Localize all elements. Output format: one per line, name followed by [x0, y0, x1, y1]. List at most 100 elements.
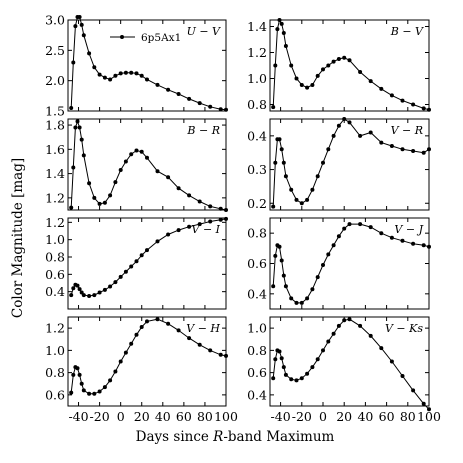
- x-tick-label: 0: [117, 409, 125, 424]
- y-tick-label: 0.6: [45, 267, 65, 282]
- data-point: [123, 350, 128, 355]
- x-tick-label: 40: [357, 409, 373, 424]
- x-tick-label: 100: [417, 409, 441, 424]
- panel-frame: [67, 217, 227, 310]
- data-point: [283, 174, 288, 179]
- y-tick-label: 1.2: [45, 321, 65, 336]
- data-point: [427, 244, 431, 249]
- data-point: [102, 385, 107, 390]
- data-point: [321, 263, 325, 267]
- data-point: [75, 283, 80, 288]
- data-point: [321, 67, 325, 72]
- data-point: [75, 366, 80, 371]
- data-point: [347, 222, 352, 227]
- data-point: [358, 133, 363, 138]
- y-tick-label: 0.8: [45, 250, 65, 265]
- data-point: [208, 348, 213, 353]
- data-point: [176, 328, 181, 333]
- data-point: [289, 63, 294, 68]
- x-tick-label: -40: [68, 409, 88, 424]
- data-point: [281, 31, 286, 35]
- y-tick-label: 1.2: [45, 190, 65, 205]
- data-point: [118, 274, 123, 279]
- data-point: [69, 106, 74, 110]
- panel-label-b-v: B − V: [390, 25, 424, 38]
- data-point: [218, 206, 223, 211]
- data-point: [389, 93, 394, 98]
- data-point: [79, 137, 84, 142]
- y-tick-label: 0.2: [247, 196, 267, 211]
- data-point: [166, 175, 171, 180]
- legend: 6p5Ax1: [110, 32, 181, 44]
- data-point: [92, 293, 97, 298]
- data-point: [283, 284, 288, 289]
- y-tick-label: 1.4: [45, 166, 65, 181]
- panel-v-j: 0.4 0.6 0.8 V − J: [247, 217, 431, 310]
- x-tick-label: 40: [155, 409, 171, 424]
- panel-v-h: 0.6 0.8 1.0 1.2 V − H: [45, 316, 228, 407]
- data-point: [279, 258, 284, 263]
- data-point: [315, 174, 320, 179]
- data-point: [155, 82, 160, 87]
- data-point: [421, 243, 426, 248]
- data-point: [113, 369, 118, 374]
- data-point: [305, 371, 310, 376]
- data-point: [145, 248, 149, 253]
- data-point: [102, 75, 107, 80]
- data-point: [331, 59, 336, 64]
- data-point: [129, 152, 134, 157]
- data-point: [315, 275, 320, 280]
- y-tick-label: 2.5: [45, 43, 65, 58]
- data-point: [299, 201, 304, 206]
- data-point: [69, 390, 74, 395]
- data-point: [427, 107, 431, 112]
- data-point: [294, 378, 299, 383]
- data-point: [421, 150, 426, 155]
- data-point: [289, 377, 294, 382]
- data-point: [113, 280, 118, 285]
- data-point: [326, 63, 331, 68]
- y-tick-label: 1.2: [45, 215, 65, 230]
- data-point: [87, 51, 92, 56]
- data-point: [305, 296, 310, 301]
- data-point: [427, 147, 431, 152]
- data-point: [411, 102, 416, 107]
- data-point: [347, 317, 352, 322]
- data-point: [73, 125, 78, 130]
- data-point: [139, 253, 144, 258]
- data-point: [273, 63, 278, 68]
- data-point: [123, 269, 128, 274]
- data-point: [342, 226, 347, 231]
- data-point: [326, 147, 331, 152]
- data-point: [275, 27, 280, 32]
- data-point: [277, 18, 282, 22]
- data-point: [71, 165, 76, 170]
- data-point: [310, 287, 315, 292]
- data-point: [92, 391, 97, 396]
- x-tick-label: 0: [319, 409, 327, 424]
- data-point: [97, 72, 102, 77]
- data-point: [155, 169, 160, 174]
- legend-label: 6p5Ax1: [141, 32, 181, 44]
- x-tick-label: 60: [176, 409, 192, 424]
- data-point: [400, 374, 405, 378]
- y-tick-label: 0.8: [247, 226, 267, 241]
- data-point: [134, 148, 139, 153]
- panel-v-r: 0.2 0.3 0.4 V − R: [247, 117, 431, 211]
- data-point: [108, 378, 113, 383]
- data-point: [81, 293, 86, 298]
- y-tick-label: 0.6: [45, 387, 65, 402]
- data-point: [123, 159, 128, 164]
- data-point: [279, 147, 284, 152]
- data-point: [305, 197, 310, 202]
- y-tick-label: 3.0: [45, 13, 65, 28]
- data-point: [379, 346, 384, 351]
- data-point: [79, 381, 84, 386]
- data-point: [218, 217, 223, 222]
- y-tick-label: 0.8: [247, 97, 267, 112]
- data-point: [197, 199, 202, 204]
- panel-b-v: 0.8 1.0 1.2 1.4 B − V: [247, 18, 431, 112]
- data-point: [69, 205, 74, 210]
- data-point: [197, 222, 202, 227]
- data-point: [277, 244, 282, 249]
